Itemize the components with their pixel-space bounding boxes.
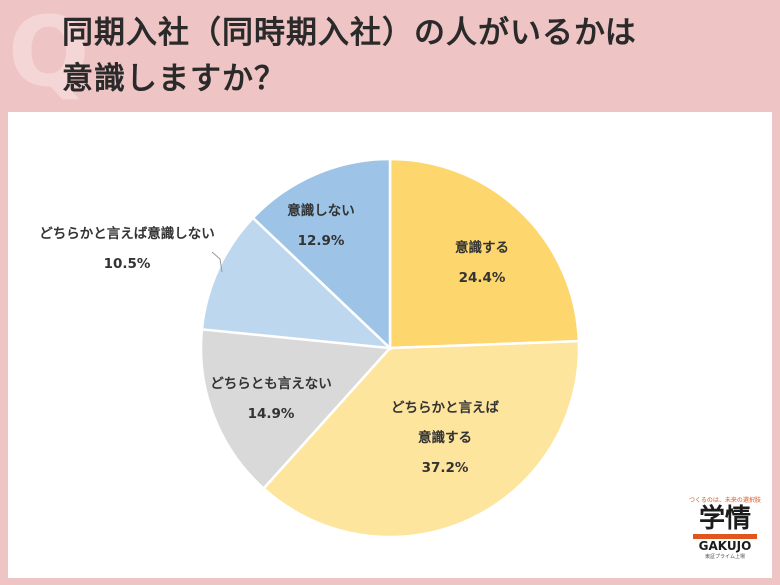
page-title: 同期入社（同時期入社）の人がいるかは 意識しますか？ <box>62 10 762 102</box>
chart-panel: 意識する 24.4% どちらかと言えば 意識する 37.2% どちらとも言えない 14.9%… <box>8 112 772 578</box>
pie-slice-1 <box>388 157 581 350</box>
gakujo-logo: つくるのは、未来の選択肢 学情 GAKUJO 東証プライム上場 <box>679 494 771 576</box>
logo-accent-bar <box>693 534 757 539</box>
slice-category-label-1: 意識する <box>455 239 509 256</box>
slice-category-label-3: どちらとも言えない <box>210 375 332 392</box>
title-line-1: 同期入社（同時期入社）の人がいるかは <box>62 15 637 51</box>
title-line-2: 意識しますか？ <box>62 61 286 97</box>
logo-sub: 東証プライム上場 <box>705 554 745 560</box>
slice-value-label-2: 37.2% <box>422 460 469 476</box>
slice-value-label-3: 14.9% <box>248 406 295 422</box>
slice-category-label-2: 意識する <box>418 429 472 446</box>
slice-category-label-4: どちらかと言えば意識しない <box>39 225 215 242</box>
pie-slice-5 <box>251 157 392 351</box>
slice-category-label-5: 意識しない <box>287 202 355 219</box>
logo-kanji: 学情 <box>698 504 751 534</box>
pie-chart: 意識する24.4%どちらかと言えば意識する37.2%どちらとも言えない14.9%… <box>39 157 581 539</box>
slice-value-label-1: 24.4% <box>459 270 506 286</box>
logo-roman: GAKUJO <box>698 539 752 553</box>
slice-value-label-5: 12.9% <box>298 233 345 249</box>
logo-tagline: つくるのは、未来の選択肢 <box>689 497 761 504</box>
leader-line <box>211 251 223 273</box>
pie-slice-4 <box>200 216 394 350</box>
slice-category-label-2: どちらかと言えば <box>391 399 499 416</box>
question-mark-decoration: Q <box>8 0 90 108</box>
pie-slice-3 <box>199 327 393 491</box>
slice-value-label-4: 10.5% <box>104 256 151 272</box>
pie-slice-2 <box>261 339 581 539</box>
